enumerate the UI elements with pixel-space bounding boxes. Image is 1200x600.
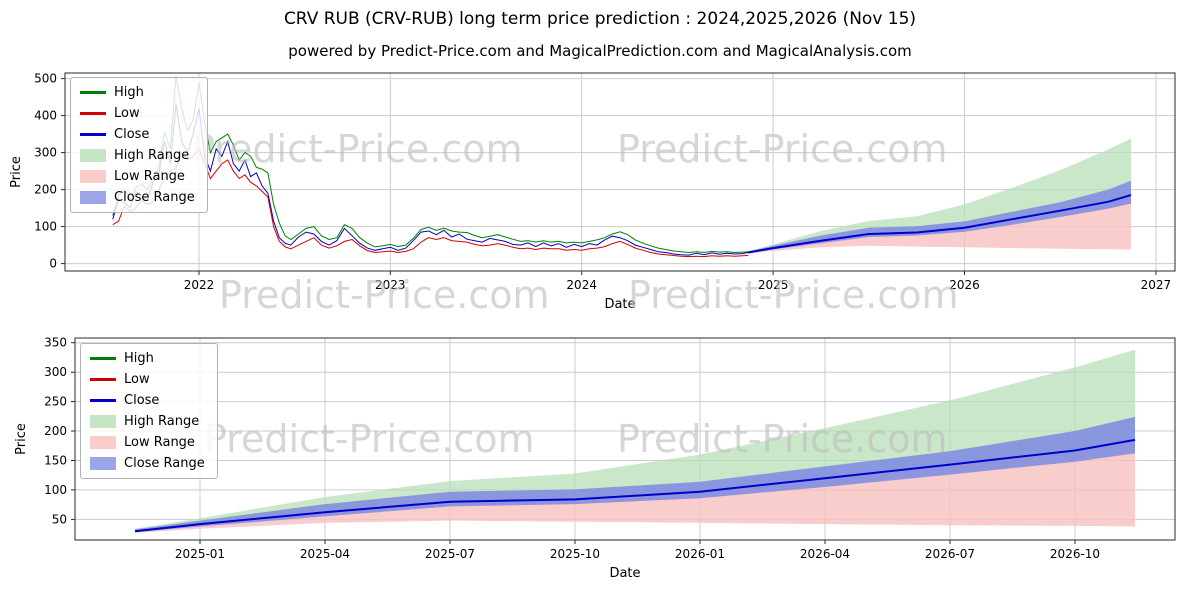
legend-item-low-range: Low Range <box>80 168 195 185</box>
high-range-swatch <box>90 415 116 428</box>
x-tick-label: 2025-10 <box>550 547 600 561</box>
y-tick-label: 300 <box>44 365 67 379</box>
y-tick-label: 150 <box>44 454 67 468</box>
x-axis-label: Date <box>604 297 635 312</box>
y-tick-label: 50 <box>52 512 67 526</box>
legend-label: Close <box>114 127 150 142</box>
close-line <box>112 104 749 256</box>
legend-label: High Range <box>124 414 200 429</box>
legend-label: High Range <box>114 148 190 163</box>
x-tick-label: 2025-04 <box>300 547 350 561</box>
y-axis-label: Price <box>14 423 29 455</box>
legend-item-high: High <box>90 350 205 367</box>
plot-frame <box>64 72 1176 272</box>
legend-bottom-chart: High Low Close High Range Low Range Clos… <box>80 343 218 479</box>
price-prediction-chart: 2025-01 2025-04 2025-07 2025-10 2026-01 2026-… <box>14 336 1176 581</box>
y-tick-label: 100 <box>34 220 57 234</box>
legend-label: Low Range <box>114 169 185 184</box>
y-tick-label: 250 <box>44 395 67 409</box>
legend-label: High <box>124 351 154 366</box>
legend-item-close-range: Close Range <box>80 189 195 206</box>
x-tick-label: 2025-07 <box>425 547 475 561</box>
legend-label: Low <box>124 372 150 387</box>
x-tick-label: 2025-01 <box>175 547 225 561</box>
y-tick-label: 500 <box>34 72 57 86</box>
page-title: CRV RUB (CRV-RUB) long term price predic… <box>283 9 917 29</box>
y-tick-label: 350 <box>44 336 67 350</box>
x-tick-label: 2026-10 <box>1050 547 1100 561</box>
legend-item-close-range: Close Range <box>90 455 205 472</box>
legend-item-high-range: High Range <box>80 147 195 164</box>
x-tick-label: 2023 <box>375 278 406 292</box>
prediction-close-line <box>134 438 1136 533</box>
close-line-swatch <box>90 399 116 402</box>
x-tick-label: 2026 <box>949 278 980 292</box>
low-line-swatch <box>90 378 116 381</box>
y-axis-label: Price <box>9 156 24 188</box>
legend-item-close: Close <box>80 126 195 143</box>
page-subtitle: powered by Predict-Price.com and Magical… <box>288 42 912 60</box>
plot-frame <box>74 337 1176 541</box>
close-range-band <box>748 180 1131 254</box>
close-range-swatch <box>80 191 106 204</box>
legend-item-low: Low <box>80 105 195 122</box>
x-axis-label: Date <box>609 566 640 581</box>
close-range-band <box>135 416 1135 533</box>
x-tick-label: 2025 <box>758 278 789 292</box>
close-range-swatch <box>90 457 116 470</box>
prediction-close-line <box>748 194 1132 254</box>
low-line-swatch <box>80 112 106 115</box>
legend-label: Close Range <box>114 190 195 205</box>
y-tick-label: 0 <box>49 257 57 271</box>
legend-label: Low Range <box>124 435 195 450</box>
high-range-swatch <box>80 149 106 162</box>
low-range-swatch <box>80 170 106 183</box>
legend-item-low: Low <box>90 371 205 388</box>
y-tick-label: 200 <box>44 424 67 438</box>
price-history-chart: 2022 2023 2024 2025 2026 2027 0 100 200 300 400 500… <box>9 72 1176 312</box>
legend-label: Close <box>124 393 160 408</box>
legend-top-chart: High Low Close High Range Low Range Clos… <box>70 77 208 213</box>
x-tick-label: 2022 <box>184 278 215 292</box>
x-tick-label: 2024 <box>566 278 597 292</box>
x-tick-label: 2026-01 <box>675 547 725 561</box>
x-tick-label: 2026-07 <box>925 547 975 561</box>
y-tick-label: 300 <box>34 146 57 160</box>
legend-item-high-range: High Range <box>90 413 205 430</box>
legend-item-close: Close <box>90 392 205 409</box>
legend-label: High <box>114 85 144 100</box>
legend-item-low-range: Low Range <box>90 434 205 451</box>
y-tick-label: 400 <box>34 109 57 123</box>
legend-label: Close Range <box>124 456 205 471</box>
close-line-swatch <box>80 133 106 136</box>
legend-label: Low <box>114 106 140 121</box>
legend-item-high: High <box>80 84 195 101</box>
high-line-swatch <box>80 91 106 94</box>
x-tick-label: 2026-04 <box>800 547 850 561</box>
y-tick-label: 200 <box>34 183 57 197</box>
high-line-swatch <box>90 357 116 360</box>
y-tick-label: 100 <box>44 483 67 497</box>
x-tick-label: 2027 <box>1141 278 1172 292</box>
low-range-swatch <box>90 436 116 449</box>
